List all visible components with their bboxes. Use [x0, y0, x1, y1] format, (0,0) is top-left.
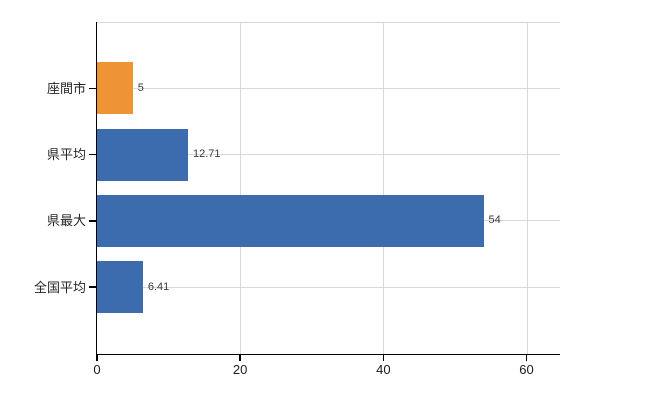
value-label: 5: [137, 81, 144, 94]
gridline-vertical: [383, 22, 385, 354]
gridline-horizontal: [97, 87, 560, 89]
y-tick-mark: [88, 87, 96, 90]
gridline-horizontal: [97, 286, 560, 288]
x-tick-mark: [239, 355, 241, 361]
x-tick-label: 20: [232, 361, 248, 377]
x-tick-label: 60: [519, 361, 534, 377]
value-label: 6.41: [147, 280, 170, 293]
y-tick-mark: [88, 286, 96, 288]
x-tick-mark: [96, 355, 98, 361]
value-label: 12.71: [192, 148, 221, 161]
gridline-horizontal: [97, 154, 560, 156]
y-tick-mark: [88, 220, 96, 222]
value-label: 54: [488, 214, 501, 227]
category-label: 座間市: [46, 80, 86, 96]
x-tick-label: 40: [376, 361, 391, 377]
y-axis-line: [95, 22, 97, 355]
x-axis-line: [95, 353, 560, 355]
category-label: 県平均: [46, 147, 86, 163]
category-label: 県最大: [46, 213, 86, 229]
bar: [97, 62, 133, 115]
category-label: 全国平均: [33, 279, 86, 295]
plot-top-border: [97, 22, 560, 23]
x-tick-label: 0: [93, 361, 101, 377]
bar: [97, 261, 143, 314]
y-tick-mark: [88, 153, 96, 156]
gridline-vertical: [526, 22, 528, 354]
bar: [97, 128, 188, 181]
x-tick-mark: [525, 355, 528, 361]
gridline-vertical: [240, 22, 242, 354]
x-tick-mark: [382, 355, 385, 361]
bar: [97, 194, 484, 247]
